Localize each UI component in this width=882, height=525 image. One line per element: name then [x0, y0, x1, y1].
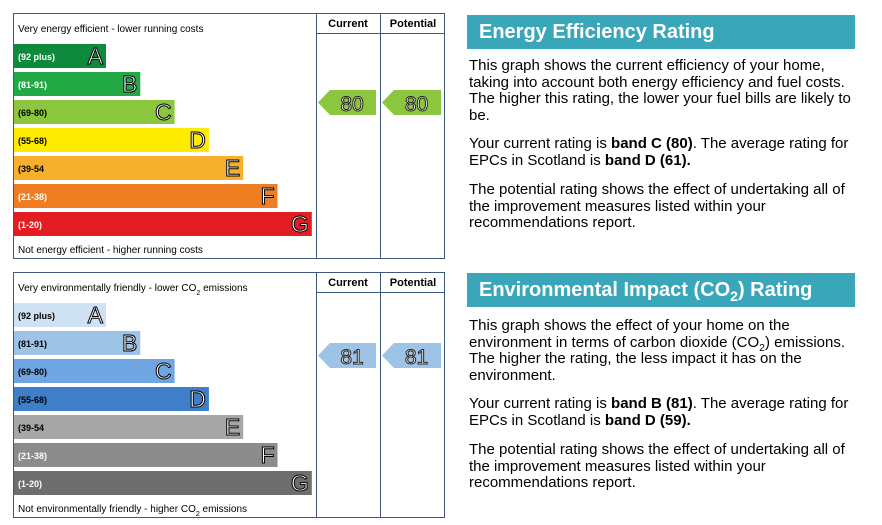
text-run: 2	[730, 288, 738, 304]
band-range: (39-54	[18, 423, 44, 433]
band-letter: A	[88, 43, 104, 69]
text-run: Not energy efficient - higher running co…	[18, 245, 203, 256]
text-run: Environmental Impact (CO	[479, 279, 731, 301]
band-letter: E	[225, 155, 240, 181]
panel-border	[13, 13, 445, 259]
text-run: ) Rating	[737, 279, 813, 301]
band-bar	[14, 303, 106, 327]
band-range: (69-80)	[18, 108, 47, 118]
band-letter: B	[122, 330, 137, 356]
band-bar	[14, 387, 209, 411]
text-run: 2	[759, 341, 765, 354]
rating-value: 80	[340, 93, 363, 116]
column-header: Current	[328, 18, 368, 30]
band-range: (81-91)	[18, 339, 47, 349]
band-bar	[14, 331, 141, 355]
band-letter: G	[291, 470, 309, 496]
rating-arrow	[318, 343, 376, 368]
text-run: band D (59).	[604, 411, 691, 429]
paragraph: Your current rating is band C (80). The …	[469, 135, 854, 169]
band-bar	[14, 44, 106, 68]
band-letter: C	[155, 99, 172, 125]
column-header: Current	[328, 277, 368, 289]
paragraph: This graph shows the effect of your home…	[469, 317, 854, 384]
band-range: (39-54	[18, 164, 44, 174]
band-letter: D	[189, 127, 206, 153]
panel-border	[13, 272, 445, 518]
text-run: Very energy efficient - lower running co…	[18, 24, 203, 35]
band-bar	[14, 72, 141, 96]
paragraph: This graph shows the current efficiency …	[469, 57, 854, 124]
band-range: (21-38)	[18, 451, 47, 461]
rating-arrow	[382, 90, 441, 115]
band-range: (69-80)	[18, 367, 47, 377]
band-range: (92 plus)	[18, 52, 55, 62]
paragraph: The potential rating shows the effect of…	[469, 181, 854, 232]
energy-title: Energy Efficiency Rating	[467, 15, 855, 49]
paragraph: Your current rating is band B (81). The …	[469, 395, 854, 429]
band-bar	[14, 184, 278, 208]
band-bar	[14, 443, 278, 467]
text-run: 2	[196, 290, 200, 297]
band-range: (81-91)	[18, 80, 47, 90]
text-run: Your current rating is	[469, 395, 612, 412]
band-range: (21-38)	[18, 192, 47, 202]
text-run: ) emissions. The higher the rating, the …	[469, 333, 846, 384]
column-header: Potential	[390, 277, 436, 289]
text-run: The potential rating shows the effect of…	[469, 441, 845, 491]
band-letter: G	[291, 211, 309, 237]
text-run: emissions	[200, 283, 247, 294]
bottom-label: Not energy efficient - higher running co…	[18, 245, 203, 256]
text-run: 2	[196, 511, 200, 518]
rating-value: 81	[340, 346, 363, 369]
band-letter: E	[225, 414, 240, 440]
band-bar	[14, 100, 175, 124]
column-header: Potential	[390, 18, 436, 30]
text-run: This graph shows the current efficiency …	[469, 57, 851, 124]
text-run: emissions	[200, 504, 247, 515]
band-range: (55-68)	[18, 136, 47, 146]
environment-title: Environmental Impact (CO2) Rating	[467, 273, 855, 307]
rating-value: 80	[405, 93, 428, 116]
band-range: (1-20)	[18, 220, 42, 230]
top-label: Very environmentally friendly - lower CO…	[18, 283, 248, 297]
band-letter: F	[260, 442, 274, 468]
text-run: . The average rating for EPCs in Scotlan…	[469, 395, 849, 429]
top-label: Very energy efficient - lower running co…	[18, 24, 203, 35]
band-bar	[14, 471, 312, 495]
text-run: Your current rating is	[469, 135, 612, 152]
band-letter: F	[260, 183, 274, 209]
band-range: (92 plus)	[18, 311, 55, 321]
band-range: (55-68)	[18, 395, 47, 405]
text-run: The potential rating shows the effect of…	[469, 181, 845, 231]
text-run: This graph shows the effect of your home…	[469, 317, 790, 351]
band-letter: B	[122, 71, 137, 97]
rating-arrow	[382, 343, 441, 368]
text-run: . The average rating for EPCs in Scotlan…	[469, 135, 849, 169]
text-run: band B (81)	[611, 395, 693, 412]
text-run: band D (61).	[604, 151, 691, 169]
text-run: band C (80)	[611, 135, 693, 152]
text-run: Energy Efficiency Rating	[479, 21, 715, 43]
text-run: Very environmentally friendly - lower CO	[18, 283, 197, 294]
band-bar	[14, 359, 175, 383]
band-bar	[14, 128, 209, 152]
bottom-label: Not environmentally friendly - higher CO…	[18, 504, 247, 518]
band-letter: C	[155, 358, 172, 384]
band-letter: A	[88, 302, 104, 328]
band-bar	[14, 156, 244, 180]
band-letter: D	[189, 386, 206, 412]
band-bar	[14, 212, 312, 236]
rating-value: 81	[405, 346, 428, 369]
paragraph: The potential rating shows the effect of…	[469, 441, 854, 492]
band-range: (1-20)	[18, 479, 42, 489]
rating-arrow	[318, 90, 376, 115]
text-run: Not environmentally friendly - higher CO	[18, 504, 196, 515]
band-bar	[14, 415, 244, 439]
